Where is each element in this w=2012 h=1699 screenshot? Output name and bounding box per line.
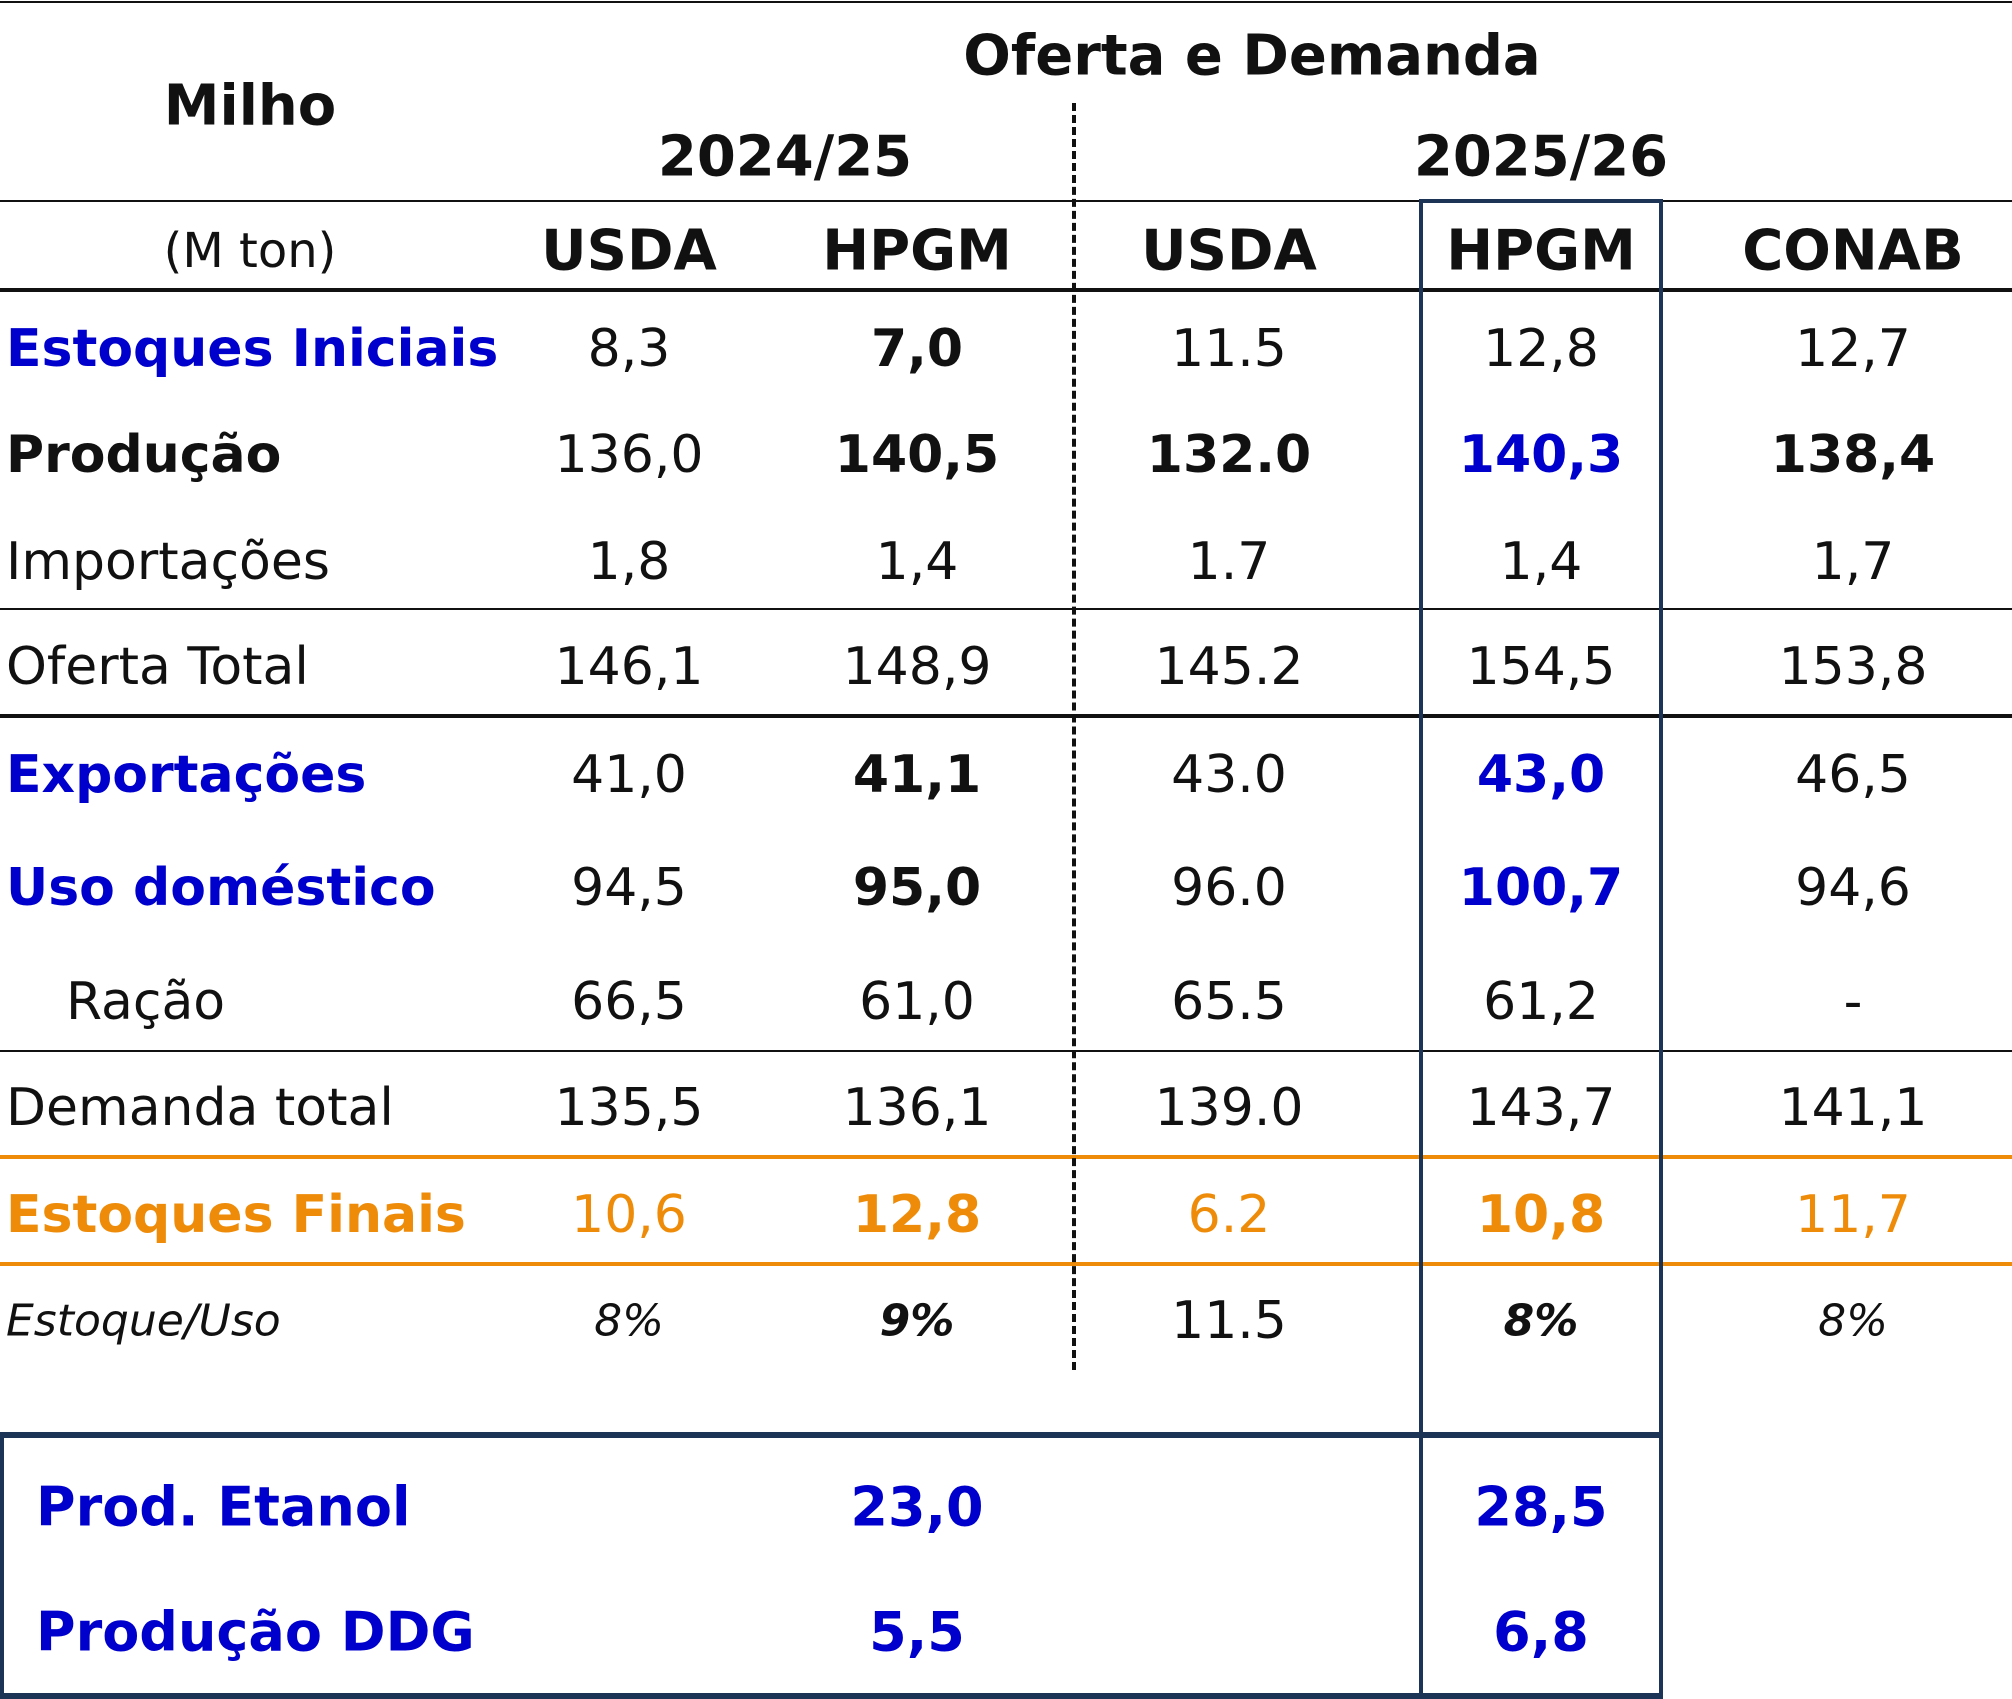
table-cell: 135,5 bbox=[554, 1078, 704, 1138]
table-cell: 12,8 bbox=[1483, 319, 1599, 379]
table-cell: 94,5 bbox=[571, 858, 687, 918]
table-cell: 10,6 bbox=[571, 1185, 687, 1245]
table-cell: 9% bbox=[879, 1295, 955, 1347]
row-rule bbox=[0, 1050, 2012, 1052]
row-label: Produção bbox=[6, 425, 282, 485]
row-label: Estoque/Uso bbox=[6, 1295, 281, 1347]
table-cell: 153,8 bbox=[1778, 637, 1928, 697]
table-cell: 10,8 bbox=[1476, 1185, 1606, 1245]
table-cell: 41,1 bbox=[852, 745, 982, 805]
table-cell: 94,6 bbox=[1795, 858, 1911, 918]
table-cell: 66,5 bbox=[571, 972, 687, 1032]
table-cell: 46,5 bbox=[1795, 745, 1911, 805]
highlight-box-top bbox=[1419, 199, 1663, 203]
year-header: 2025/26 bbox=[1413, 124, 1669, 190]
table-cell: 136,0 bbox=[554, 425, 704, 485]
table-cell: 8% bbox=[594, 1295, 664, 1347]
year-header: 2024/25 bbox=[657, 124, 913, 190]
ethanol-row-label: Produção DDG bbox=[36, 1600, 475, 1664]
table-cell: 11,7 bbox=[1795, 1185, 1911, 1245]
table-cell: 1,4 bbox=[875, 532, 959, 592]
table-cell: 143,7 bbox=[1466, 1078, 1616, 1138]
row-label: Estoques Iniciais bbox=[6, 319, 499, 379]
column-header: USDA bbox=[1141, 218, 1317, 284]
orange-rule bbox=[0, 1155, 2012, 1159]
table-cell: 61,2 bbox=[1483, 972, 1599, 1032]
table-cell: 8% bbox=[1818, 1295, 1888, 1347]
table-cell: 65.5 bbox=[1171, 972, 1287, 1032]
row-label: Ração bbox=[66, 972, 226, 1032]
commodity-label: Milho bbox=[163, 73, 337, 139]
orange-rule bbox=[0, 1262, 2012, 1266]
column-header: HPGM bbox=[822, 218, 1012, 284]
table-cell: 43,0 bbox=[1476, 745, 1606, 805]
row-label: Demanda total bbox=[6, 1078, 394, 1138]
ethanol-cell: 6,8 bbox=[1493, 1600, 1589, 1664]
table-cell: 138,4 bbox=[1770, 425, 1936, 485]
table-cell: 6.2 bbox=[1187, 1185, 1271, 1245]
table-title: Oferta e Demanda bbox=[963, 23, 1541, 89]
table-cell: 12,7 bbox=[1795, 319, 1911, 379]
row-label: Uso doméstico bbox=[6, 858, 436, 918]
column-header: CONAB bbox=[1742, 218, 1964, 284]
table-cell: - bbox=[1843, 972, 1863, 1032]
table-cell: 132.0 bbox=[1146, 425, 1312, 485]
row-label: Importações bbox=[6, 532, 330, 592]
highlight-box-right bbox=[1659, 199, 1663, 1699]
ethanol-row-label: Prod. Etanol bbox=[36, 1475, 411, 1539]
table-cell: 11.5 bbox=[1171, 1291, 1287, 1351]
unit-label: (M ton) bbox=[163, 223, 337, 279]
column-header: USDA bbox=[541, 218, 717, 284]
row-label: Estoques Finais bbox=[6, 1185, 466, 1245]
table-cell: 8,3 bbox=[587, 319, 671, 379]
table-cell: 141,1 bbox=[1778, 1078, 1928, 1138]
row-label: Oferta Total bbox=[6, 637, 309, 697]
row-label: Exportações bbox=[6, 745, 367, 805]
table-cell: 43.0 bbox=[1171, 745, 1287, 805]
table-cell: 154,5 bbox=[1466, 637, 1616, 697]
table-cell: 145.2 bbox=[1154, 637, 1304, 697]
table-cell: 100,7 bbox=[1458, 858, 1624, 918]
ethanol-box-left bbox=[0, 1432, 4, 1699]
ethanol-cell: 28,5 bbox=[1474, 1475, 1608, 1539]
table-cell: 139.0 bbox=[1154, 1078, 1304, 1138]
table-cell: 7,0 bbox=[870, 319, 964, 379]
header-bottom-rule bbox=[0, 288, 2012, 292]
table-cell: 11.5 bbox=[1171, 319, 1287, 379]
table-cell: 146,1 bbox=[554, 637, 704, 697]
table-cell: 140,5 bbox=[834, 425, 1000, 485]
table-cell: 95,0 bbox=[852, 858, 982, 918]
table-cell: 8% bbox=[1503, 1295, 1579, 1347]
table-cell: 12,8 bbox=[852, 1185, 982, 1245]
ethanol-cell: 5,5 bbox=[869, 1600, 965, 1664]
top-rule bbox=[0, 1, 2012, 3]
header-rule bbox=[0, 200, 2012, 202]
table-cell: 41,0 bbox=[571, 745, 687, 805]
table-cell: 1,7 bbox=[1811, 532, 1895, 592]
table-cell: 1.7 bbox=[1187, 532, 1271, 592]
highlight-box-left bbox=[1419, 199, 1423, 1699]
table-cell: 136,1 bbox=[842, 1078, 992, 1138]
ethanol-cell: 23,0 bbox=[850, 1475, 984, 1539]
column-header: HPGM bbox=[1446, 218, 1636, 284]
table-cell: 140,3 bbox=[1458, 425, 1624, 485]
ethanol-box-top bbox=[0, 1432, 1663, 1438]
row-rule-thick bbox=[0, 714, 2012, 718]
ethanol-box-bottom bbox=[0, 1693, 1663, 1699]
table-cell: 96.0 bbox=[1171, 858, 1287, 918]
row-rule bbox=[0, 608, 2012, 610]
table-cell: 1,4 bbox=[1499, 532, 1583, 592]
table-cell: 1,8 bbox=[587, 532, 671, 592]
table-cell: 148,9 bbox=[842, 637, 992, 697]
table-cell: 61,0 bbox=[859, 972, 975, 1032]
dashed-divider bbox=[1072, 103, 1076, 1370]
